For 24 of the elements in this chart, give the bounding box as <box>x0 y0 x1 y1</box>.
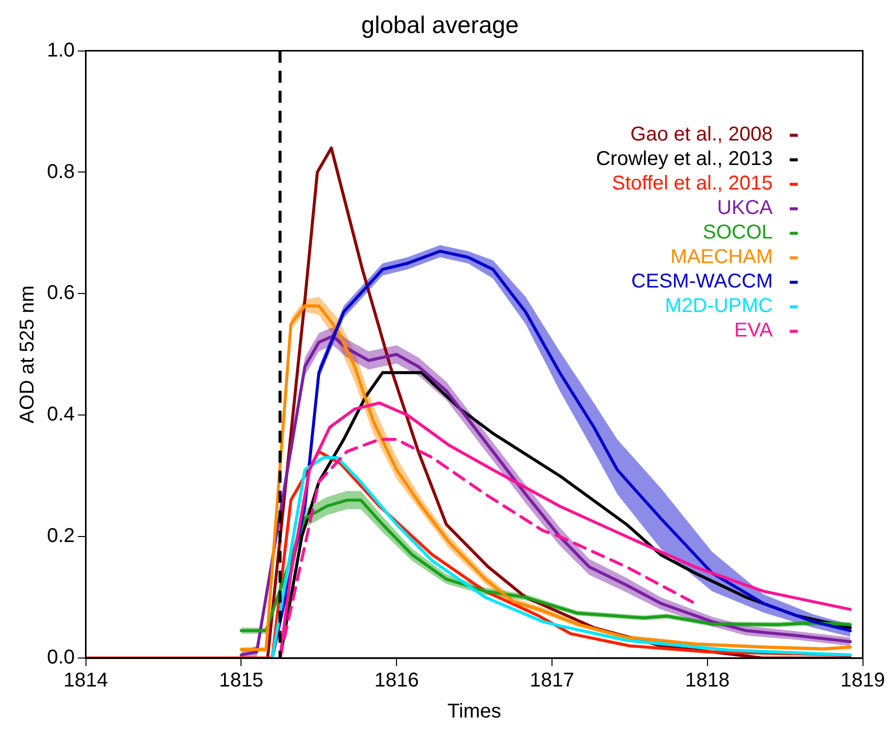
y-tick-label: 0.8 <box>46 160 75 183</box>
x-tick-label: 1815 <box>218 670 264 692</box>
y-tick-label: 1.0 <box>46 39 75 62</box>
x-tick-label: 1818 <box>685 670 730 692</box>
x-tick-label: 1819 <box>840 670 886 692</box>
legend-label: MAECHAM <box>670 246 773 268</box>
chart-title: global average <box>361 12 519 40</box>
legend-label: CESM-WACCM <box>631 270 773 292</box>
y-axis-title: AOD at 525 nm <box>16 285 39 424</box>
legend-label: UKCA <box>717 196 774 219</box>
x-tick-label: 1817 <box>530 670 574 692</box>
x-axis-title: Times <box>447 700 502 723</box>
y-tick-label: 0.2 <box>46 525 75 548</box>
legend-label: Crowley et al., 2013 <box>596 148 773 170</box>
x-tick-label: 1814 <box>64 670 108 692</box>
legend-label: Stoffel et al., 2015 <box>612 172 773 194</box>
legend-label: M2D-UPMC <box>664 294 773 317</box>
legend-label: SOCOL <box>702 221 773 244</box>
y-tick-label: 0.4 <box>46 404 75 426</box>
x-tick-label: 1816 <box>374 670 419 692</box>
legend-label: EVA <box>734 319 774 342</box>
y-tick-label: 0.0 <box>46 646 75 669</box>
y-tick-label: 0.6 <box>46 282 75 304</box>
legend-label: Gao et al., 2008 <box>630 123 773 146</box>
